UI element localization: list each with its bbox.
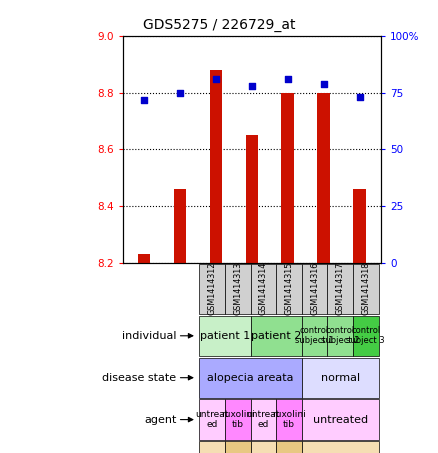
Text: GSM1414314: GSM1414314 xyxy=(259,262,268,315)
Text: GSM1414315: GSM1414315 xyxy=(284,262,293,315)
Text: GDS5275 / 226729_at: GDS5275 / 226729_at xyxy=(143,18,295,32)
Bar xyxy=(302,357,378,398)
Text: normal: normal xyxy=(321,373,360,383)
Text: untreated: untreated xyxy=(313,414,367,424)
Point xyxy=(356,94,363,101)
Point xyxy=(320,80,327,87)
Bar xyxy=(174,189,186,263)
Point xyxy=(177,89,184,96)
Bar xyxy=(199,400,225,440)
Text: GSM1414318: GSM1414318 xyxy=(361,262,370,315)
Text: alopecia areata: alopecia areata xyxy=(207,373,294,383)
Bar xyxy=(353,264,378,314)
Text: GSM1414316: GSM1414316 xyxy=(310,262,319,315)
Bar xyxy=(327,264,353,314)
Bar xyxy=(199,264,225,314)
Text: GSM1414317: GSM1414317 xyxy=(336,262,345,315)
Bar xyxy=(276,264,302,314)
Bar xyxy=(276,400,302,440)
Point xyxy=(248,82,255,90)
Text: GSM1414312: GSM1414312 xyxy=(208,262,217,315)
Bar xyxy=(138,254,151,263)
Bar xyxy=(302,400,378,440)
Point xyxy=(212,76,219,83)
Text: untreat
ed: untreat ed xyxy=(195,410,229,429)
Point xyxy=(284,76,291,83)
Text: ruxolini
tib: ruxolini tib xyxy=(221,410,254,429)
Text: control
subject 1: control subject 1 xyxy=(295,326,334,346)
Bar xyxy=(246,135,258,263)
Bar xyxy=(302,441,378,453)
Text: disease state: disease state xyxy=(102,373,177,383)
Text: control
subject 3: control subject 3 xyxy=(346,326,385,346)
Bar xyxy=(225,400,251,440)
Text: patient 2: patient 2 xyxy=(251,331,301,341)
Text: agent: agent xyxy=(144,414,177,424)
Bar xyxy=(353,316,378,356)
Bar xyxy=(353,189,366,263)
Bar xyxy=(282,93,294,263)
Bar xyxy=(210,70,222,263)
Bar xyxy=(225,441,251,453)
Bar xyxy=(318,93,330,263)
Bar xyxy=(199,316,251,356)
Bar xyxy=(276,441,302,453)
Text: GSM1414313: GSM1414313 xyxy=(233,262,242,315)
Text: ruxolini
tib: ruxolini tib xyxy=(272,410,306,429)
Bar xyxy=(251,316,302,356)
Text: patient 1: patient 1 xyxy=(200,331,250,341)
Bar xyxy=(327,316,353,356)
Bar xyxy=(199,357,302,398)
Bar xyxy=(225,264,251,314)
Point xyxy=(141,96,148,103)
Text: control
subject 2: control subject 2 xyxy=(321,326,359,346)
Bar xyxy=(199,441,225,453)
Text: untreat
ed: untreat ed xyxy=(247,410,280,429)
Text: individual: individual xyxy=(122,331,177,341)
Bar xyxy=(302,316,327,356)
Bar xyxy=(251,400,276,440)
Bar xyxy=(251,441,276,453)
Bar xyxy=(251,264,276,314)
Bar xyxy=(302,264,327,314)
